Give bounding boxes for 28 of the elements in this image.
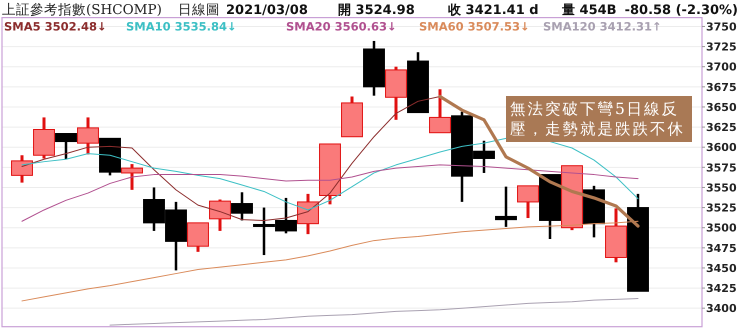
y-tick-label: 3700 [706,60,737,74]
y-tick-label: 3750 [706,20,737,34]
y-tick-label: 3525 [706,202,737,215]
text: SMA10 3535.84↓ [126,20,237,34]
text: SMA120 3412.31↑ [543,20,662,34]
chart-subtitle: 日線圖 [178,2,220,18]
annotation: -80.58 (-2.30%) [624,3,738,18]
text: SMA5 3502.48↓ [4,20,107,34]
y-tick-label: 3575 [706,161,737,174]
annotation: 開 3524.98 [338,3,415,18]
y-tick-label: 3475 [706,242,737,255]
annotation: 2021/03/08 [226,3,308,18]
chart-title: 上証參考指數(SHCOMP) [2,2,162,18]
text: SMA20 3560.63↓ [286,20,397,34]
annotation: 無法突破下彎5日線反壓，走勢就是跌跌不休 [506,96,692,142]
y-tick-label: 3650 [706,100,737,114]
annotation: 收 3421.41 d [448,3,539,18]
y-tick-label: 3425 [706,282,737,296]
y-tick-label: 3725 [706,40,737,54]
y-tick-label: 3450 [706,262,737,275]
y-tick-label: 3500 [706,222,737,235]
annotation: 量 454B [561,3,617,18]
y-tick-label: 3625 [706,121,737,134]
y-tick-label: 3675 [706,80,737,94]
y-tick-label: 3600 [706,141,737,154]
y-tick-label: 3550 [706,181,737,194]
y-tick-label: 3400 [706,302,737,316]
text: SMA60 3507.53↓ [419,20,530,34]
